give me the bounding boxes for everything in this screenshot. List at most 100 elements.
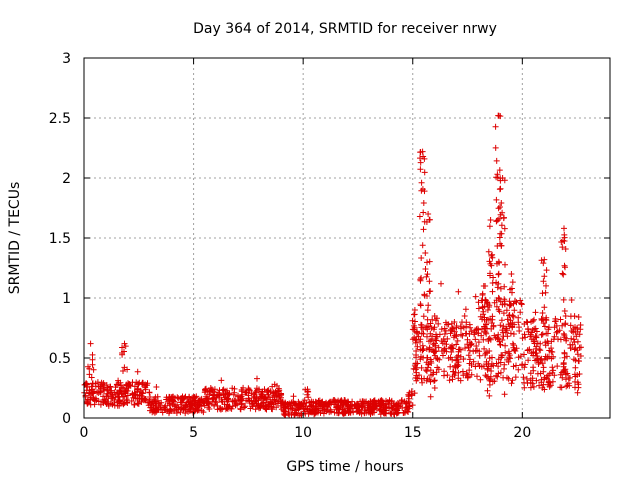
data-point xyxy=(271,381,278,388)
data-point xyxy=(565,375,572,381)
data-point xyxy=(365,400,372,407)
data-point xyxy=(522,334,529,341)
data-point xyxy=(540,260,547,267)
data-point xyxy=(180,406,187,412)
data-point xyxy=(309,403,315,410)
data-point xyxy=(455,288,462,295)
data-point xyxy=(177,409,184,416)
data-point xyxy=(289,404,296,411)
data-point xyxy=(466,347,473,354)
x-tick-label: 15 xyxy=(404,425,422,441)
data-point xyxy=(567,341,574,348)
data-point xyxy=(394,402,401,409)
data-point xyxy=(237,394,244,401)
data-point xyxy=(140,397,147,404)
data-point xyxy=(418,375,425,382)
data-point xyxy=(497,204,503,210)
data-point xyxy=(540,364,547,371)
data-point xyxy=(429,316,436,323)
data-point xyxy=(541,304,548,311)
data-point xyxy=(476,363,483,369)
data-point xyxy=(475,305,482,312)
data-point xyxy=(561,262,568,269)
data-point xyxy=(473,343,480,349)
data-point xyxy=(517,353,524,360)
data-point xyxy=(434,355,441,362)
data-point xyxy=(495,335,502,342)
data-point xyxy=(275,388,282,395)
data-point xyxy=(293,401,300,408)
data-point xyxy=(252,406,259,413)
data-point xyxy=(540,381,547,388)
data-point xyxy=(441,345,448,352)
data-point xyxy=(528,329,535,336)
data-point xyxy=(521,384,528,391)
data-point xyxy=(533,334,540,341)
data-point xyxy=(183,399,190,406)
data-point xyxy=(499,352,506,359)
data-point xyxy=(542,323,548,330)
data-point xyxy=(331,399,338,406)
data-point xyxy=(574,328,581,335)
data-point xyxy=(219,398,225,405)
data-point xyxy=(395,409,402,416)
data-point xyxy=(419,379,426,386)
data-point xyxy=(539,331,546,338)
data-point xyxy=(417,155,423,162)
x-axis-label: GPS time / hours xyxy=(286,459,403,475)
data-points xyxy=(81,112,584,419)
data-point xyxy=(249,401,256,408)
data-point xyxy=(563,337,570,344)
data-point xyxy=(378,397,385,404)
data-point xyxy=(494,217,501,224)
data-point xyxy=(537,340,544,347)
data-point xyxy=(426,346,433,353)
data-point xyxy=(422,367,429,373)
data-point xyxy=(470,348,477,355)
data-point xyxy=(453,323,460,329)
data-point xyxy=(452,362,458,369)
data-point xyxy=(536,382,543,389)
data-point xyxy=(424,333,430,340)
data-point xyxy=(560,271,567,278)
data-point xyxy=(448,349,455,355)
data-point xyxy=(128,398,135,404)
data-point xyxy=(500,215,507,222)
data-point xyxy=(119,351,126,358)
data-point xyxy=(487,270,493,277)
data-point xyxy=(531,316,537,323)
data-point xyxy=(560,361,567,368)
data-point xyxy=(537,347,544,354)
data-point xyxy=(286,412,293,418)
data-point xyxy=(425,361,432,368)
data-point xyxy=(568,297,575,303)
data-point xyxy=(541,386,548,393)
data-point xyxy=(457,377,464,384)
data-point xyxy=(85,363,91,370)
data-point xyxy=(482,352,489,358)
data-point xyxy=(497,322,504,329)
data-point xyxy=(198,407,205,414)
data-point xyxy=(493,218,500,225)
data-point xyxy=(481,345,488,352)
data-point xyxy=(574,325,581,331)
data-point xyxy=(309,407,316,414)
data-point xyxy=(484,387,491,394)
data-point xyxy=(252,398,258,405)
data-point xyxy=(447,363,454,370)
data-point xyxy=(459,368,466,375)
data-point xyxy=(478,332,485,339)
data-point xyxy=(577,353,584,359)
data-point xyxy=(90,366,97,373)
data-point xyxy=(355,408,362,415)
data-point xyxy=(486,223,493,230)
data-point xyxy=(562,246,569,252)
data-point xyxy=(559,270,566,277)
data-point xyxy=(417,166,424,173)
data-point xyxy=(359,398,366,405)
data-point xyxy=(539,360,546,367)
data-point xyxy=(310,398,317,405)
data-point xyxy=(153,384,160,390)
data-point xyxy=(454,356,461,363)
data-point xyxy=(429,371,436,378)
